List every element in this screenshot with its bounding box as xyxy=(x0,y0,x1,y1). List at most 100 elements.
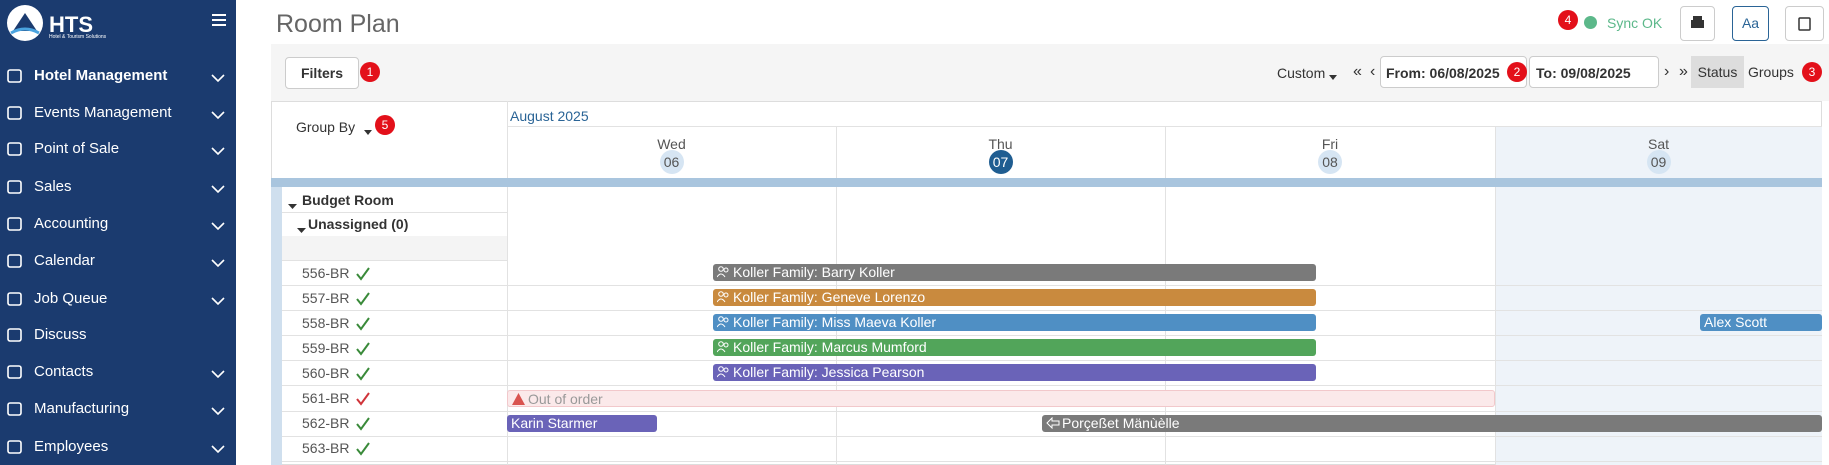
menu-chevron[interactable] xyxy=(211,70,225,88)
booking[interactable]: Alex Scott xyxy=(1700,314,1822,332)
menu-icon xyxy=(6,400,24,423)
booking[interactable]: Koller Family: Miss Maeva Koller xyxy=(713,314,1316,332)
booking[interactable]: Koller Family: Jessica Pearson xyxy=(713,364,1316,382)
housekeeping-icon[interactable] xyxy=(355,366,370,386)
day-number: 09 xyxy=(1646,150,1671,174)
menu-chevron[interactable] xyxy=(211,143,225,161)
booking-label: Alex Scott xyxy=(1704,314,1768,331)
logo-text[interactable]: HTS xyxy=(49,12,93,37)
menu-icon xyxy=(6,252,24,275)
status-button[interactable]: Status xyxy=(1691,56,1744,88)
sync-icon xyxy=(1584,16,1597,29)
menu-chevron[interactable] xyxy=(211,403,225,421)
menu-item[interactable]: Employees xyxy=(34,438,109,455)
sync-badge: 4 xyxy=(1558,10,1578,30)
nav-next[interactable]: › xyxy=(1664,63,1670,80)
booking-label: Koller Family: Marcus Mumford xyxy=(733,339,927,356)
booking[interactable]: Koller Family: Barry Koller xyxy=(713,264,1316,281)
housekeeping-icon[interactable] xyxy=(355,341,370,361)
menu-chevron[interactable] xyxy=(211,181,225,199)
nav-prev[interactable]: ‹ xyxy=(1370,63,1376,80)
room-name: 561-BR xyxy=(302,390,350,406)
menu-item[interactable]: Discuss xyxy=(34,326,87,343)
group-by[interactable]: Group By xyxy=(296,119,356,135)
housekeeping-icon[interactable] xyxy=(355,391,370,411)
booking[interactable]: Out of order xyxy=(507,389,1495,407)
group-by-caret[interactable] xyxy=(364,123,372,141)
menu-item[interactable]: Point of Sale xyxy=(34,140,120,157)
sidebar xyxy=(0,0,236,465)
subgroup-caret[interactable] xyxy=(297,221,306,239)
row-line xyxy=(282,385,1822,387)
menu-item[interactable]: Accounting xyxy=(34,215,109,232)
to-date[interactable]: To: 09/08/2025 xyxy=(1529,56,1659,88)
booking[interactable]: Koller Family: Marcus Mumford xyxy=(713,339,1316,357)
housekeeping-icon[interactable] xyxy=(355,416,370,436)
housekeeping-icon[interactable] xyxy=(355,266,370,286)
day-number: 06 xyxy=(659,150,684,174)
group-by-badge: 5 xyxy=(375,115,395,135)
housekeeping-icon[interactable] xyxy=(355,291,370,311)
row-line xyxy=(282,410,1822,412)
filters-badge: 1 xyxy=(360,62,380,82)
notes-button[interactable] xyxy=(1785,6,1824,41)
logo-circle[interactable] xyxy=(7,5,43,41)
menu-toggle[interactable] xyxy=(211,12,227,33)
housekeeping-icon[interactable] xyxy=(355,441,370,461)
menu-chevron[interactable] xyxy=(211,255,225,273)
menu-chevron[interactable] xyxy=(211,366,225,384)
room-name: 563-BR xyxy=(302,440,350,457)
groups-badge: 3 xyxy=(1802,62,1822,82)
menu-chevron[interactable] xyxy=(211,218,225,236)
v-divider xyxy=(507,101,508,465)
menu-icon xyxy=(6,178,24,201)
booking[interactable]: Koller Family: Geneve Lorenzo xyxy=(713,289,1316,307)
menu-icon xyxy=(6,326,24,349)
booking-label: Koller Family: Geneve Lorenzo xyxy=(733,289,926,306)
menu-item[interactable]: Calendar xyxy=(34,252,95,269)
menu-icon xyxy=(6,67,24,90)
menu-chevron[interactable] xyxy=(211,441,225,459)
menu-item[interactable]: Sales xyxy=(34,178,72,195)
housekeeping-icon[interactable] xyxy=(355,316,370,336)
font-button[interactable]: Aa xyxy=(1732,6,1769,41)
menu-icon xyxy=(6,290,24,313)
menu-item[interactable]: Manufacturing xyxy=(34,400,130,417)
page-title: Room Plan xyxy=(276,10,400,38)
menu-chevron[interactable] xyxy=(211,293,225,311)
month-label: August 2025 xyxy=(510,108,589,124)
group-name: Budget Room xyxy=(302,192,394,208)
row-line xyxy=(282,335,1822,337)
header-divider xyxy=(507,126,1822,127)
subgroup-name: Unassigned (0) xyxy=(308,216,409,232)
booking-label: Koller Family: Jessica Pearson xyxy=(733,364,925,381)
range-mode[interactable]: Custom xyxy=(1277,65,1326,81)
menu-item[interactable]: Contacts xyxy=(34,363,94,380)
print-button[interactable] xyxy=(1680,6,1715,41)
menu-item[interactable]: Job Queue xyxy=(34,290,108,307)
menu-icon xyxy=(6,104,24,127)
groups-button[interactable]: Groups xyxy=(1748,64,1794,80)
filters-button[interactable]: Filters xyxy=(285,57,359,89)
from-date[interactable]: From: 06/08/2025 xyxy=(1380,56,1527,88)
group-caret[interactable] xyxy=(288,197,297,215)
menu-chevron[interactable] xyxy=(211,107,225,125)
weekday: Wed xyxy=(657,136,686,152)
range-caret[interactable] xyxy=(1329,68,1337,86)
menu-item[interactable]: Hotel Management xyxy=(34,67,168,84)
booking-label: Porçeßet Mänùèlle xyxy=(1062,414,1180,431)
booking[interactable]: Karin Starmer xyxy=(507,414,657,432)
menu-icon xyxy=(6,140,24,163)
nav-first[interactable]: « xyxy=(1353,63,1362,80)
logo-subtitle: Hotel & Tourism Solutions xyxy=(49,34,107,40)
menu-item[interactable]: Events Management xyxy=(34,104,172,121)
nav-last[interactable]: » xyxy=(1679,63,1688,80)
booking-label: Out of order xyxy=(528,390,603,407)
booking[interactable]: Porçeßet Mänùèlle xyxy=(1042,414,1822,432)
row-line xyxy=(282,260,507,261)
booking-label: Karin Starmer xyxy=(511,414,598,431)
row-line xyxy=(282,212,507,213)
room-name: 560-BR xyxy=(302,364,350,381)
menu-icon xyxy=(6,363,24,386)
